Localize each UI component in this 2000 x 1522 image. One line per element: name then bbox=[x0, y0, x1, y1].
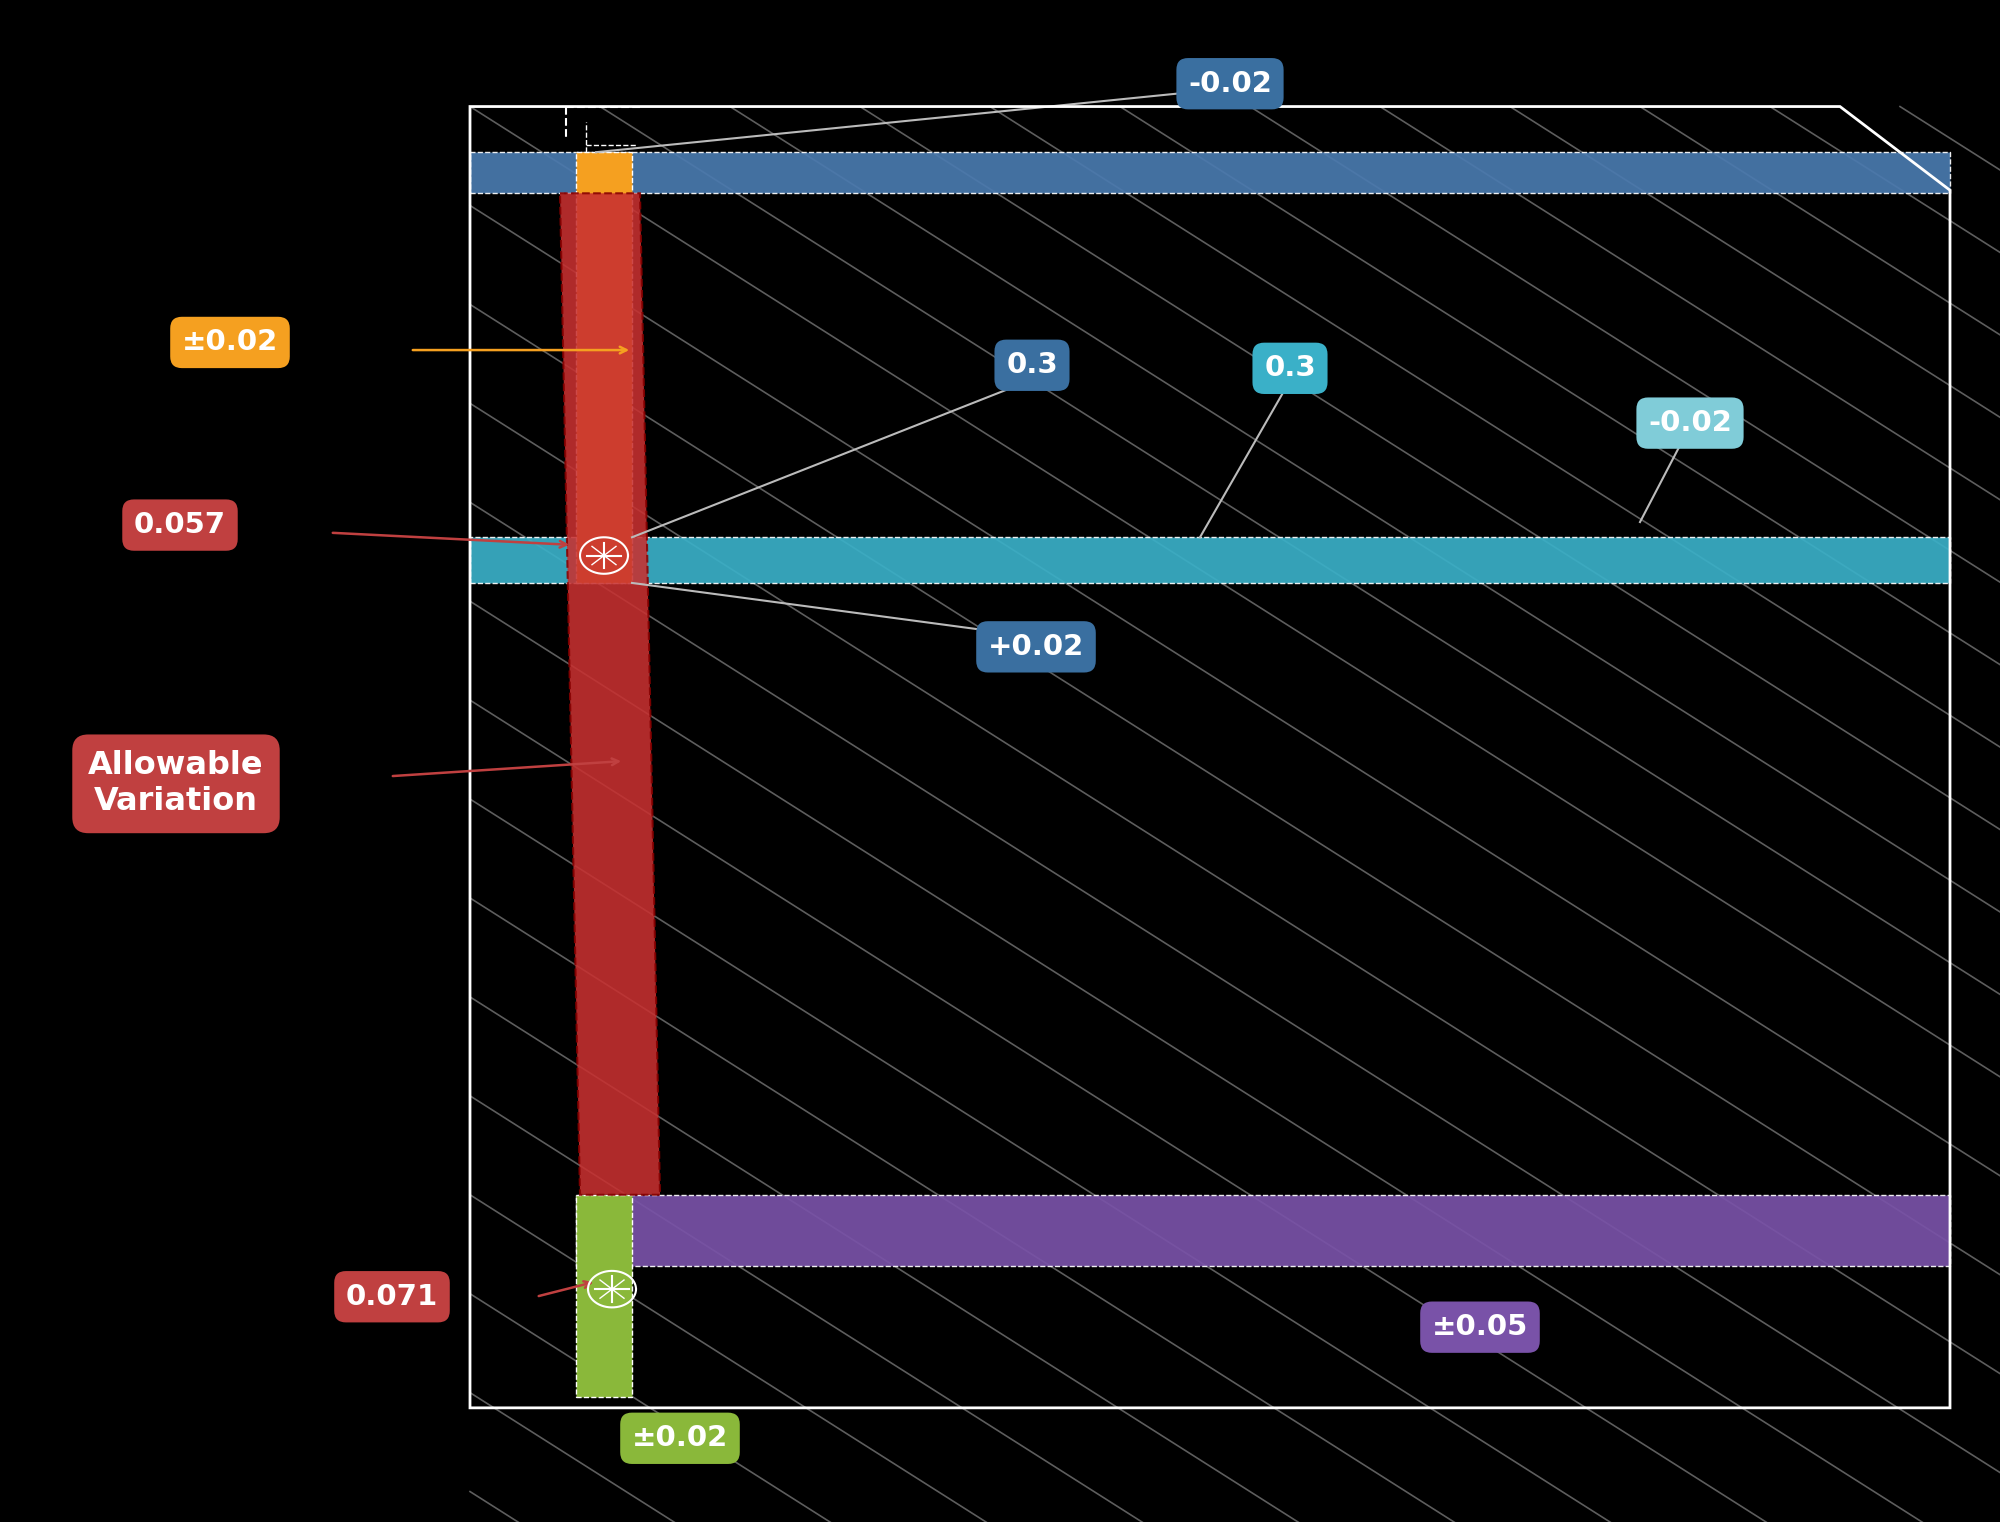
Text: +0.02: +0.02 bbox=[988, 633, 1084, 661]
Text: Allowable
Variation: Allowable Variation bbox=[88, 750, 264, 817]
Polygon shape bbox=[576, 1195, 632, 1397]
Polygon shape bbox=[576, 1195, 1950, 1266]
Text: ±0.02: ±0.02 bbox=[182, 329, 278, 356]
Text: 0.3: 0.3 bbox=[1264, 355, 1316, 382]
Text: 0.3: 0.3 bbox=[1006, 352, 1058, 379]
Polygon shape bbox=[576, 152, 632, 583]
Text: 0.071: 0.071 bbox=[346, 1283, 438, 1310]
Polygon shape bbox=[470, 537, 1950, 583]
Text: -0.02: -0.02 bbox=[1188, 70, 1272, 97]
Text: 0.057: 0.057 bbox=[134, 511, 226, 539]
Text: -0.02: -0.02 bbox=[1648, 409, 1732, 437]
Polygon shape bbox=[560, 193, 660, 1195]
Text: ±0.02: ±0.02 bbox=[632, 1425, 728, 1452]
Text: ±0.05: ±0.05 bbox=[1432, 1313, 1528, 1341]
Polygon shape bbox=[470, 152, 1950, 193]
